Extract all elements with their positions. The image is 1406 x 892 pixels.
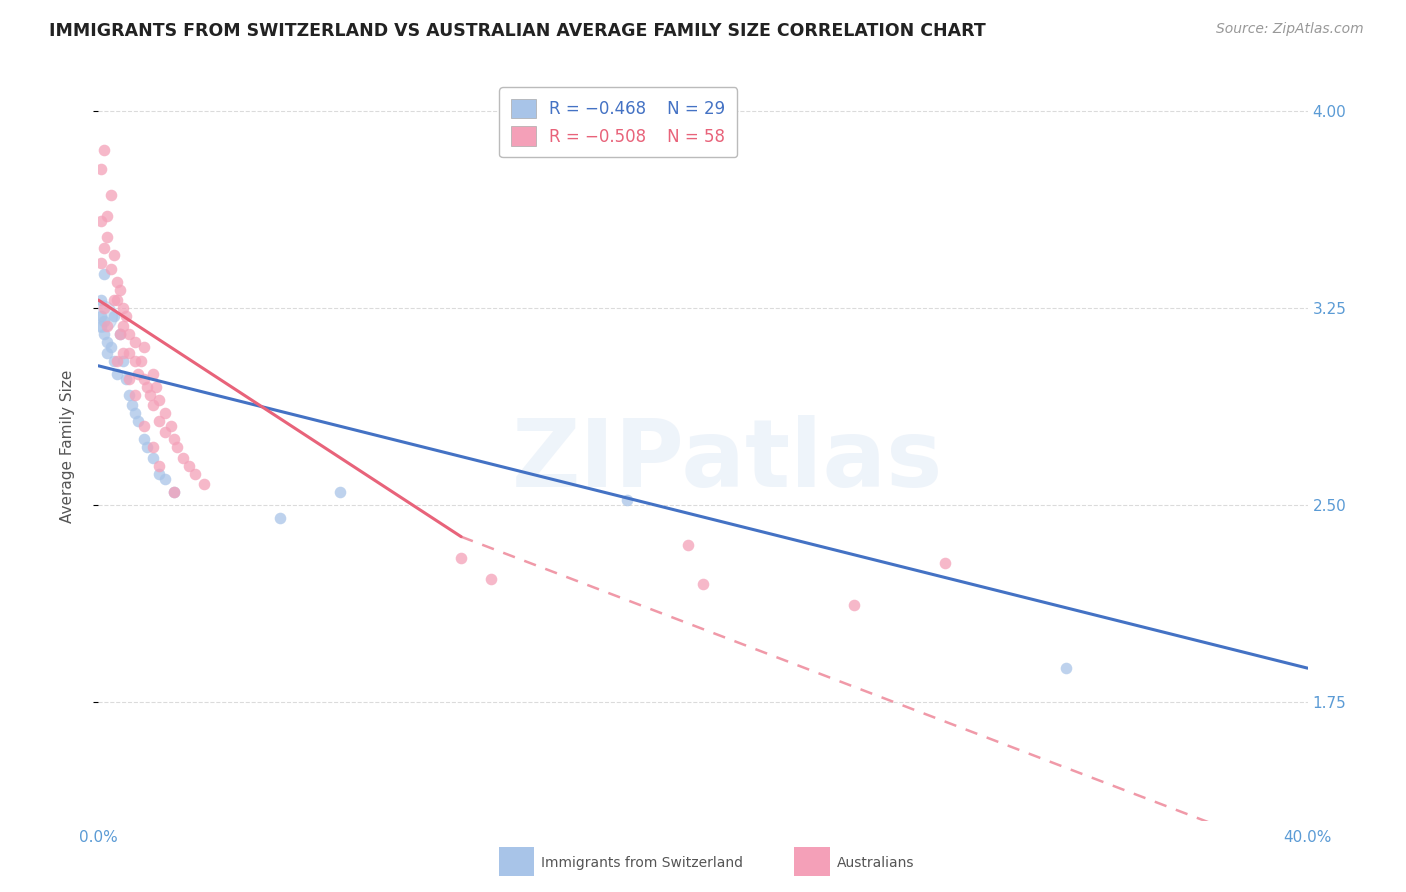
Point (111, 353, 134, 368)
Point (145, 380, 167, 394)
Point (142, 398, 165, 412)
Point (163, 485, 186, 500)
Point (90, 309, 112, 323)
Point (184, 467, 207, 481)
Point (114, 372, 136, 386)
Text: Immigrants from Switzerland: Immigrants from Switzerland (541, 855, 744, 870)
Point (163, 485, 186, 500)
Point (90, 293, 112, 307)
Point (121, 398, 143, 412)
Text: ZIPatlas: ZIPatlas (512, 415, 943, 507)
Point (118, 388, 141, 402)
Point (132, 419, 155, 434)
Point (111, 301, 134, 315)
Point (118, 372, 141, 386)
Point (142, 367, 165, 381)
Point (676, 538, 699, 552)
Point (142, 450, 165, 465)
Point (163, 433, 186, 447)
Point (692, 577, 714, 591)
Point (103, 309, 125, 323)
Point (127, 367, 149, 381)
Point (179, 458, 201, 473)
Text: Source: ZipAtlas.com: Source: ZipAtlas.com (1216, 22, 1364, 37)
Point (105, 353, 128, 368)
Point (100, 340, 122, 354)
Point (93, 301, 115, 315)
Point (148, 414, 170, 428)
Point (193, 477, 215, 491)
Point (114, 309, 136, 323)
Point (96, 230, 118, 244)
Point (616, 492, 638, 507)
Point (124, 406, 146, 420)
Point (90, 319, 112, 334)
Point (124, 335, 146, 350)
Point (153, 472, 176, 486)
Point (172, 450, 194, 465)
Point (103, 248, 125, 262)
Point (934, 556, 956, 570)
Point (160, 419, 183, 434)
Point (93, 267, 115, 281)
Point (132, 433, 155, 447)
Point (166, 440, 188, 454)
Point (100, 261, 122, 276)
Point (93, 327, 115, 342)
Point (93, 314, 115, 328)
Point (90, 214, 112, 228)
Point (111, 345, 134, 359)
Point (108, 283, 131, 297)
Point (124, 388, 146, 402)
Y-axis label: Average Family Size: Average Family Size (60, 369, 75, 523)
Point (135, 440, 157, 454)
Point (108, 327, 131, 342)
Point (93, 143, 115, 157)
Point (103, 353, 125, 368)
Point (132, 372, 155, 386)
Point (100, 188, 122, 202)
Point (90, 161, 112, 176)
Point (90, 309, 112, 323)
Point (96, 209, 118, 223)
Point (481, 572, 503, 586)
Point (96, 335, 118, 350)
Point (148, 392, 170, 407)
Point (1054, 661, 1077, 675)
Point (135, 380, 157, 394)
Legend: R = −0.468    N = 29, R = −0.508    N = 58: R = −0.468 N = 29, R = −0.508 N = 58 (499, 87, 737, 157)
Point (93, 240, 115, 254)
Point (105, 367, 128, 381)
Point (132, 340, 155, 354)
Point (105, 293, 128, 307)
Point (90, 256, 112, 270)
Point (450, 550, 472, 565)
Point (844, 598, 866, 612)
Text: Australians: Australians (837, 855, 914, 870)
Point (127, 414, 149, 428)
Point (108, 327, 131, 342)
Point (153, 406, 176, 420)
Point (103, 293, 125, 307)
Point (118, 327, 141, 342)
Point (153, 425, 176, 439)
Text: IMMIGRANTS FROM SWITZERLAND VS AUSTRALIAN AVERAGE FAMILY SIZE CORRELATION CHART: IMMIGRANTS FROM SWITZERLAND VS AUSTRALIA… (49, 22, 986, 40)
Point (105, 275, 128, 289)
Point (139, 388, 162, 402)
Point (269, 511, 291, 525)
Point (329, 485, 352, 500)
Point (96, 319, 118, 334)
Point (124, 353, 146, 368)
Point (96, 345, 118, 359)
Point (129, 353, 152, 368)
Point (142, 440, 165, 454)
Point (111, 319, 134, 334)
Point (148, 458, 170, 473)
Point (118, 345, 141, 359)
Point (148, 467, 170, 481)
